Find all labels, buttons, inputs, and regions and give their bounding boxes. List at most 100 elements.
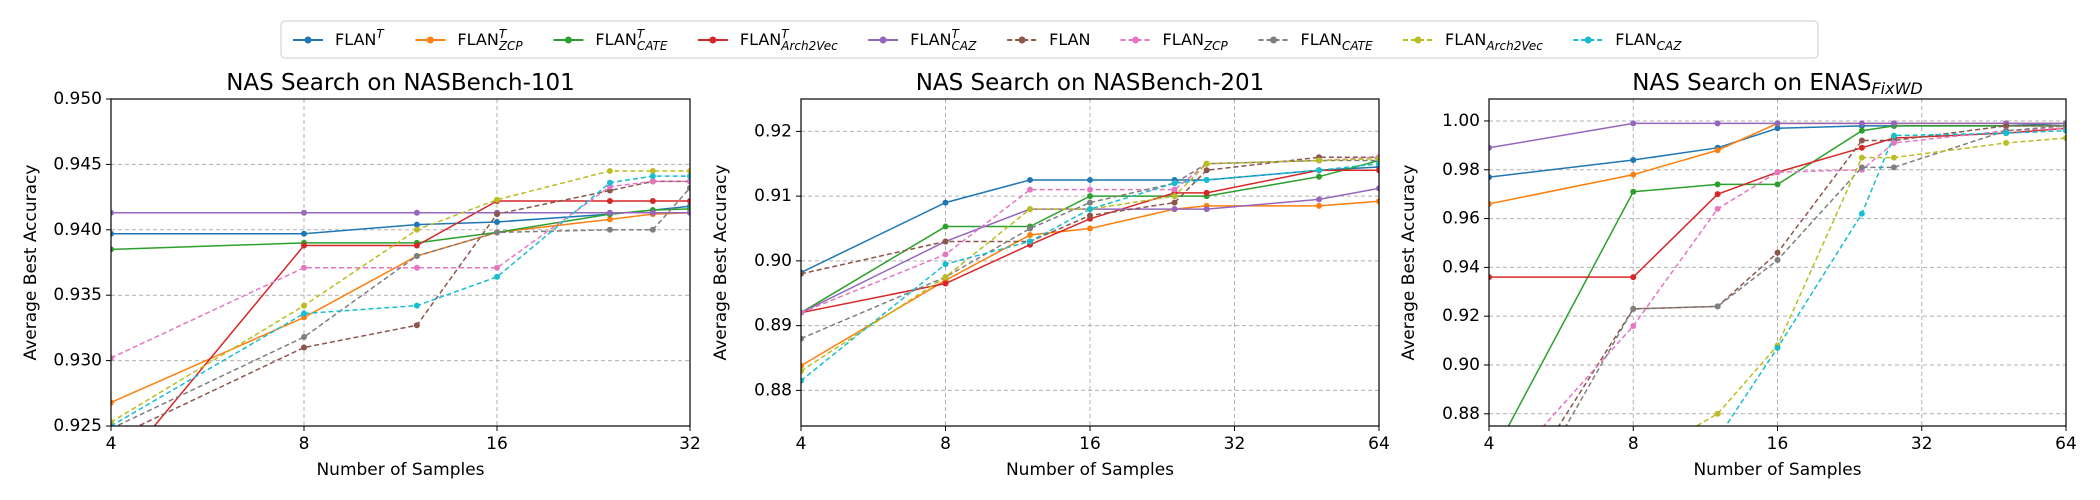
subplot: NAS Search on ENASFixWD 0.88 0.90 0.92 0.94 0… [1399,70,2077,481]
data-point [1858,144,1865,151]
data-point [942,261,949,268]
data-point [1630,460,1636,466]
chart-title: NAS Search on NASBench-101 [226,70,575,96]
legend-label: FLANCATE [1301,30,1373,53]
data-point [413,209,420,216]
legend-sup: T [637,27,646,41]
x-tick-label: 8 [1628,434,1639,454]
data-point [1087,186,1093,193]
data-point [2003,139,2010,146]
y-axis-label: Average Best Accuracy [711,165,731,361]
data-point [1858,137,1865,144]
series-line [1542,127,2066,426]
data-point [301,334,307,341]
legend-sub: CATE [637,39,668,53]
data-point [1890,164,1897,171]
data-point [942,199,949,206]
x-tick-label: 32 [1911,434,1933,454]
data-point [687,209,690,216]
data-point [1774,344,1781,351]
legend-label: FLANCAZ [1615,30,1682,53]
data-point [301,242,307,249]
data-point [649,209,656,216]
data-point [494,211,500,218]
y-tick-label: 0.89 [754,316,792,336]
data-point [413,221,420,228]
legend-label: FLANZCP [1163,30,1229,53]
legend-marker [564,36,572,44]
data-point [111,230,114,237]
series-line [1565,125,2066,426]
x-tick-label: 4 [106,434,117,454]
data-point [1027,225,1034,232]
data-point [494,273,500,280]
y-axis-label: Average Best Accuracy [1399,165,1419,361]
data-point [1376,160,1379,167]
y-tick-label: 0.935 [53,285,102,305]
data-point [2003,122,2010,129]
data-point [1630,460,1636,466]
data-point [1774,257,1781,264]
data-point [301,264,307,271]
data-point [2063,135,2066,142]
data-point [606,226,613,233]
legend-sup: T [781,27,790,41]
data-point [494,264,500,271]
data-point [1027,186,1034,193]
data-point [111,423,114,426]
data-point [301,310,307,317]
data-point [494,196,500,203]
data-point [801,335,804,342]
subplot: NAS Search on NASBench-101 0.925 0.930 0.93… [21,70,701,481]
y-tick-label: 0.90 [1442,355,1480,375]
data-point [1714,120,1721,127]
x-axis-label: Number of Samples [316,460,484,480]
legend-name: FLAN [1445,30,1486,49]
y-tick-label: 0.98 [1442,160,1480,180]
data-point [606,209,613,216]
legend-label: FLANT ZCP [457,27,523,53]
legend-sub: Arch2Vec [1485,39,1543,53]
legend-marker [1414,36,1422,44]
data-point [1376,185,1379,192]
series [111,184,690,426]
data-point [111,246,114,253]
data-point [1714,303,1721,310]
legend-sub: CAZ [952,39,978,53]
data-point [942,274,949,281]
data-point [649,173,656,180]
data-point [1087,206,1093,213]
legend-sup: T [499,27,508,41]
data-point [1316,196,1323,203]
data-point [301,230,307,237]
y-tick-label: 0.92 [754,121,792,141]
data-point [1316,157,1323,164]
data-point [649,198,656,205]
legend-name: FLAN [1301,30,1342,49]
data-point [801,309,804,316]
y-tick-label: 0.945 [53,154,102,174]
data-point [413,252,420,259]
data-point [1489,174,1492,181]
data-point [1714,191,1721,198]
x-tick-label: 16 [486,434,508,454]
legend-label: FLANT [335,27,385,49]
data-point [1774,125,1781,132]
data-point [1630,157,1637,164]
series-line [1724,129,2066,426]
series-line [801,156,1379,275]
data-point [111,209,114,216]
data-point [649,178,656,185]
data-point [942,280,949,287]
legend-label: FLANT Arch2Vec [740,27,838,53]
data-point [606,216,613,223]
y-tick-label: 0.950 [53,89,102,109]
legend-name: FLAN [910,30,951,49]
x-axis-label: Number of Samples [1006,460,1174,480]
data-point [1027,231,1034,238]
data-point [1171,180,1178,187]
data-point [1714,410,1721,417]
data-point [1087,199,1093,206]
x-tick-label: 4 [1484,434,1495,454]
legend-label: FLANT CAZ [910,27,977,53]
